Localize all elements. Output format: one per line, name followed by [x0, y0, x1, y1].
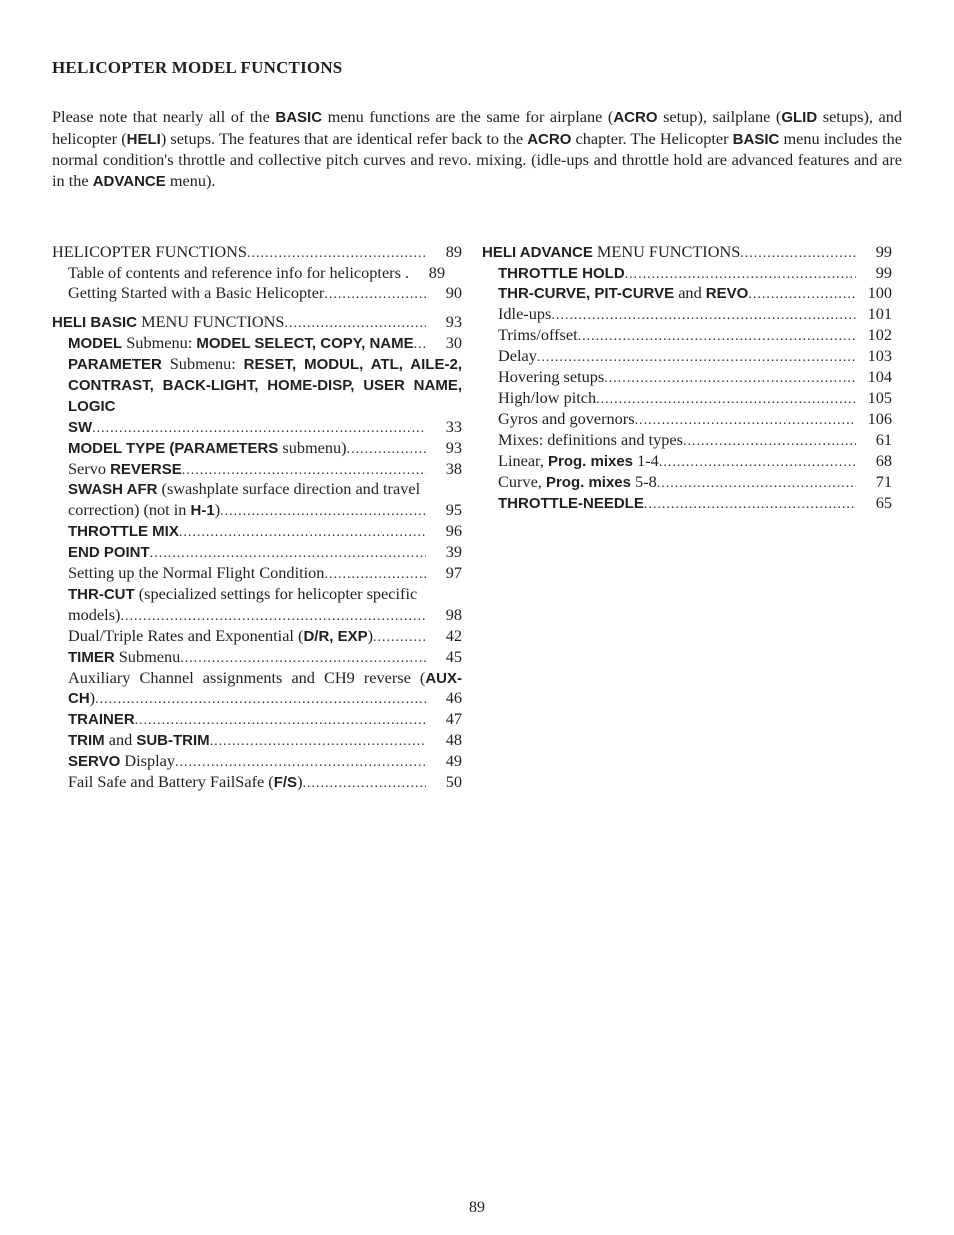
toc-row: correction) (not in H-1) 95 [52, 500, 462, 521]
toc-row: Mixes: definitions and types 61 [482, 430, 892, 451]
toc-row: Linear, Prog. mixes 1-4 68 [482, 451, 892, 472]
toc-row: THROTTLE-NEEDLE65 [482, 493, 892, 514]
toc-row: THR-CUT (specialized settings for helico… [52, 584, 462, 605]
toc-row: SWASH AFR (swashplate surface direction … [52, 479, 462, 500]
toc-row: Curve, Prog. mixes 5-8 71 [482, 472, 892, 493]
toc-row: models) 98 [52, 605, 462, 626]
toc-col-left: HELICOPTER FUNCTIONS89 Table of contents… [52, 242, 462, 793]
toc-row: MODEL Submenu: MODEL SELECT, COPY, NAME … [52, 333, 462, 354]
toc-row: CH) 46 [52, 688, 462, 709]
page-title: HELICOPTER MODEL FUNCTIONS [52, 58, 902, 78]
toc-row: HELICOPTER FUNCTIONS89 [52, 242, 462, 263]
page-number: 89 [0, 1199, 954, 1217]
toc-row: Gyros and governors 106 [482, 409, 892, 430]
toc-row: THROTTLE MIX 96 [52, 521, 462, 542]
toc-row: Hovering setups 104 [482, 367, 892, 388]
toc-row: PARAMETER Submenu: RESET, MODUL, ATL, AI… [52, 354, 462, 375]
intro-paragraph: Please note that nearly all of the BASIC… [52, 106, 902, 192]
toc-row: High/low pitch 105 [482, 388, 892, 409]
toc-row: THR-CURVE, PIT-CURVE and REVO 100 [482, 283, 892, 304]
toc-row: Auxiliary Channel assignments and CH9 re… [52, 668, 462, 689]
toc-columns: HELICOPTER FUNCTIONS89 Table of contents… [52, 242, 902, 793]
toc-row: Table of contents and reference info for… [52, 263, 462, 284]
page: HELICOPTER MODEL FUNCTIONS Please note t… [0, 0, 954, 1235]
toc-row: Fail Safe and Battery FailSafe (F/S) 50 [52, 772, 462, 793]
toc-row: END POINT 39 [52, 542, 462, 563]
toc-row: Idle-ups 101 [482, 304, 892, 325]
toc-row: Servo REVERSE 38 [52, 459, 462, 480]
toc-col-right: HELI ADVANCE MENU FUNCTIONS 99 THROTTLE … [482, 242, 892, 793]
toc-row: HELI BASIC MENU FUNCTIONS 93 [52, 312, 462, 333]
toc-row: THROTTLE HOLD 99 [482, 263, 892, 284]
toc-row: TRIM and SUB-TRIM 48 [52, 730, 462, 751]
toc-row: Dual/Triple Rates and Exponential (D/R, … [52, 626, 462, 647]
toc-row: TRAINER 47 [52, 709, 462, 730]
toc-row: Delay 103 [482, 346, 892, 367]
toc-row: SERVO Display 49 [52, 751, 462, 772]
toc-row: CONTRAST, BACK-LIGHT, HOME-DISP, USER NA… [52, 375, 462, 417]
toc-row: TIMER Submenu45 [52, 647, 462, 668]
toc-row: Setting up the Normal Flight Condition 9… [52, 563, 462, 584]
toc-row: Trims/offset 102 [482, 325, 892, 346]
toc-row: HELI ADVANCE MENU FUNCTIONS 99 [482, 242, 892, 263]
toc-row: MODEL TYPE (PARAMETERS submenu) 93 [52, 438, 462, 459]
toc-row: Getting Started with a Basic Helicopter … [52, 283, 462, 304]
toc-row: SW 33 [52, 417, 462, 438]
